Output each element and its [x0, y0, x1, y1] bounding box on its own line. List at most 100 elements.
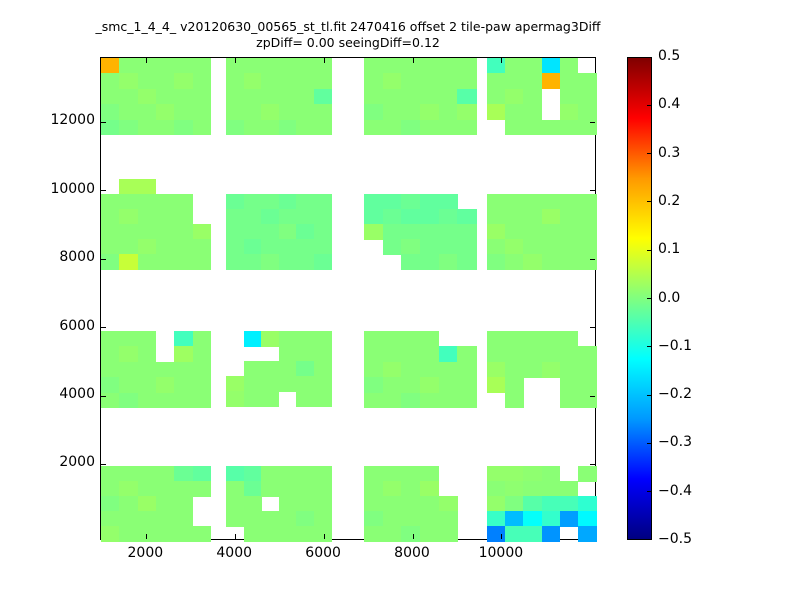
heatmap-cell	[101, 194, 120, 210]
heatmap-cell	[119, 88, 139, 105]
heatmap-cell	[487, 209, 506, 225]
heatmap-cell	[278, 526, 297, 542]
heatmap-cell	[296, 466, 314, 482]
heatmap-cell	[364, 361, 384, 378]
heatmap-cell	[577, 88, 597, 105]
heatmap-cell	[401, 346, 421, 363]
heatmap-cell	[420, 526, 440, 542]
heatmap-cell	[559, 209, 579, 225]
heatmap-cell	[541, 331, 561, 347]
heatmap-cell	[296, 119, 314, 136]
heatmap-cell	[401, 104, 421, 121]
heatmap-cell	[401, 119, 421, 136]
heatmap-cell	[541, 526, 561, 542]
heatmap-cell	[401, 466, 421, 482]
heatmap-cell	[155, 511, 175, 527]
tick-mark	[145, 534, 147, 539]
heatmap-cell	[505, 119, 524, 136]
heatmap-cell	[226, 466, 244, 482]
heatmap-cell	[296, 481, 314, 497]
heatmap-cell	[278, 481, 297, 497]
heatmap-cell	[382, 466, 402, 482]
heatmap-cell	[382, 481, 402, 497]
heatmap-cell	[420, 88, 440, 105]
heatmap-cell	[313, 346, 332, 362]
heatmap-cell	[382, 119, 402, 136]
heatmap-cell	[296, 58, 314, 74]
heatmap-cell	[137, 88, 157, 105]
heatmap-cell	[438, 392, 458, 409]
heatmap-cell	[541, 58, 561, 74]
heatmap-cell	[296, 88, 314, 105]
colorbar-tick-mark	[647, 249, 651, 251]
heatmap-cell	[457, 377, 477, 394]
heatmap-cell	[174, 377, 194, 394]
heatmap-cell	[226, 481, 244, 497]
heatmap-cell	[174, 58, 194, 74]
heatmap-cell	[226, 194, 244, 210]
y-tick-label: 12000	[50, 112, 95, 129]
heatmap-cell	[487, 88, 506, 105]
chart-title: _smc_1_4_4_ v20120630_00565_st_tl.fit 24…	[95, 19, 601, 34]
heatmap-cell	[174, 194, 194, 210]
heatmap-cell	[420, 209, 440, 225]
heatmap-cell	[192, 58, 212, 74]
heatmap-cell	[101, 209, 120, 225]
heatmap-cell	[487, 239, 506, 255]
heatmap-cell	[243, 224, 262, 240]
heatmap-cell	[505, 224, 524, 240]
heatmap-cell	[401, 511, 421, 527]
heatmap-cell	[243, 466, 262, 482]
heatmap-cell	[505, 331, 524, 347]
heatmap-cell	[438, 58, 458, 74]
heatmap-cell	[420, 331, 440, 347]
heatmap-cell	[420, 361, 440, 378]
heatmap-cell	[226, 511, 244, 527]
heatmap-cell	[313, 496, 332, 512]
heatmap-cell	[401, 58, 421, 74]
heatmap-cell	[137, 481, 157, 497]
heatmap-cell	[192, 88, 212, 105]
heatmap-cell	[487, 481, 506, 497]
heatmap-cell	[192, 526, 212, 542]
heatmap-cell	[119, 194, 139, 210]
heatmap-cell	[577, 254, 597, 270]
heatmap-cell	[296, 391, 314, 407]
heatmap-cell	[137, 239, 157, 255]
heatmap-cell	[119, 239, 139, 255]
heatmap-cell	[313, 511, 332, 527]
colorbar-tick-label: −0.2	[658, 386, 692, 403]
heatmap-cell	[401, 73, 421, 90]
heatmap-cell	[226, 58, 244, 74]
heatmap-cell	[137, 511, 157, 527]
colorbar-tick-label: 0.2	[658, 192, 681, 209]
heatmap-cell	[278, 331, 297, 347]
heatmap-cell	[487, 104, 506, 121]
heatmap-cell	[174, 361, 194, 378]
y-tick-label: 4000	[59, 386, 95, 402]
heatmap-cell	[261, 526, 279, 542]
heatmap-cell	[278, 209, 297, 225]
heatmap-cell	[313, 361, 332, 377]
heatmap-cell	[278, 224, 297, 240]
heatmap-cell	[559, 377, 579, 394]
heatmap-cell	[420, 392, 440, 409]
heatmap-cell	[119, 73, 139, 90]
heatmap-cell	[278, 466, 297, 482]
heatmap-cell	[487, 58, 506, 74]
heatmap-cell	[559, 73, 579, 90]
heatmap-cell	[243, 239, 262, 255]
x-tick-label: 2000	[127, 545, 164, 561]
heatmap-cell	[457, 104, 477, 121]
heatmap-cell	[559, 331, 579, 347]
heatmap-cell	[505, 73, 524, 90]
heatmap-cell	[523, 481, 542, 497]
heatmap-cell	[523, 346, 542, 363]
heatmap-cell	[313, 104, 332, 121]
heatmap-cell	[313, 526, 332, 542]
heatmap-cell	[577, 392, 597, 409]
heatmap-cell	[296, 511, 314, 527]
heatmap-cell	[382, 73, 402, 90]
heatmap-cell	[523, 496, 542, 512]
heatmap-cell	[541, 194, 561, 210]
